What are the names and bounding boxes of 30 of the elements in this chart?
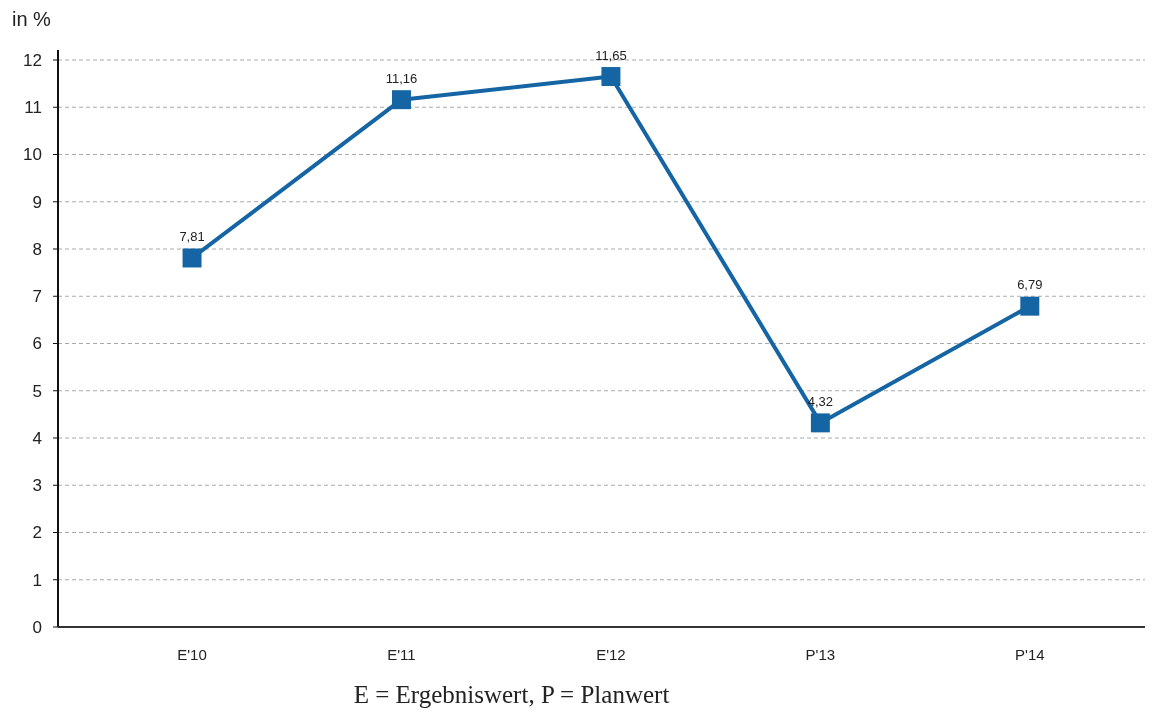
x-tick-label: P'13: [805, 646, 836, 663]
y-tick-label: 12: [23, 50, 42, 70]
point: [1020, 296, 1040, 316]
x-tick-label: E'11: [387, 646, 416, 663]
y-tick-label: 7: [32, 287, 42, 307]
data-label: 6,79: [1017, 277, 1043, 293]
data-label: 11,65: [595, 47, 627, 63]
y-tick-label: 0: [32, 617, 42, 637]
y-tick-label: 11: [24, 98, 42, 118]
y-tick-label: 1: [32, 570, 42, 590]
y-tick-label: 8: [32, 239, 42, 259]
data-label: 11,16: [385, 70, 418, 86]
y-axis-title: in %: [12, 8, 52, 30]
point: [601, 67, 621, 87]
point: [392, 90, 411, 110]
x-tick-label: E'12: [596, 646, 626, 663]
y-tick-label: 2: [32, 523, 42, 543]
text: E = Ergebniswert, P = Planwert: [353, 681, 670, 708]
y-tick-label: 3: [32, 476, 42, 496]
y-tick-label: 9: [32, 192, 42, 212]
x-tick-label: P'14: [1015, 646, 1045, 663]
data-label: 4,32: [807, 393, 834, 409]
y-tick-label: 10: [23, 145, 42, 165]
y-tick-label: 6: [32, 334, 42, 354]
x-tick-label: E'10: [177, 646, 207, 663]
point: [182, 248, 202, 268]
y-tick-label: 5: [32, 381, 42, 401]
point: [810, 413, 830, 433]
y-tick-label: 4: [32, 428, 42, 448]
data-label: 7,81: [179, 228, 205, 244]
